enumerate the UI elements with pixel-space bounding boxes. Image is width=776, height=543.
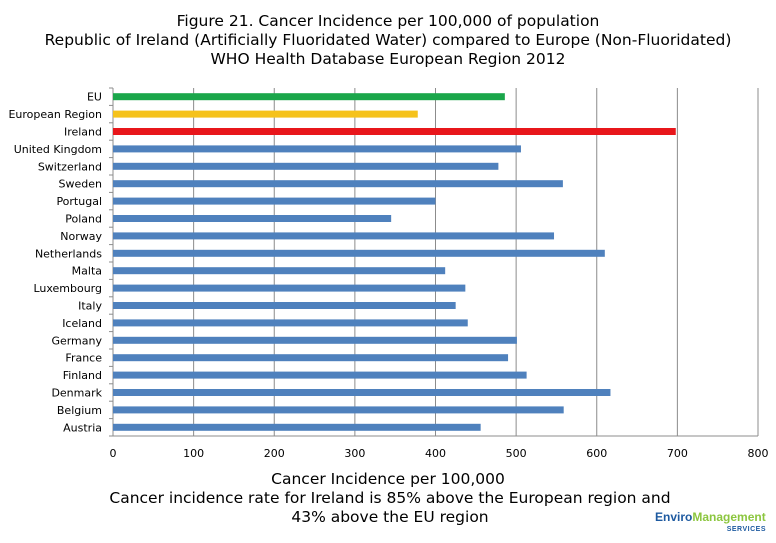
chart-title: Figure 21. Cancer Incidence per 100,000 … (0, 12, 776, 69)
logo-part-2: Management (692, 510, 766, 524)
bar-malta (113, 267, 446, 275)
category-label: Poland (65, 213, 102, 226)
x-tick-label: 100 (183, 447, 204, 460)
logo-sub: SERVICES (726, 526, 766, 533)
caption-line-2: 43% above the EU region (291, 508, 489, 526)
bar-norway (113, 232, 555, 240)
category-label: Netherlands (35, 247, 102, 260)
category-label: Malta (72, 265, 102, 278)
bar-netherlands (113, 249, 605, 257)
category-label: Luxembourg (33, 282, 102, 295)
bar-portugal (113, 197, 436, 205)
bar-finland (113, 371, 527, 379)
bar-eu (113, 93, 505, 101)
x-tick-label: 200 (264, 447, 285, 460)
bar-denmark (113, 389, 611, 396)
x-tick-label: 0 (110, 447, 117, 460)
category-label: Switzerland (38, 160, 102, 173)
category-label: Germany (51, 334, 102, 347)
bar-ireland (113, 128, 676, 135)
category-label: Iceland (62, 317, 102, 330)
title-line-1: Figure 21. Cancer Incidence per 100,000 … (176, 12, 600, 30)
bar-european-region (113, 110, 418, 118)
category-label: Belgium (57, 404, 102, 417)
logo-wordmark: EnviroManagement (655, 510, 766, 524)
bar-united-kingdom (113, 145, 521, 153)
x-axis-label: Cancer Incidence per 100,000 (271, 470, 505, 488)
bar-poland (113, 215, 392, 222)
category-label: European Region (8, 108, 102, 121)
category-label: Italy (78, 300, 102, 313)
category-label: France (65, 352, 102, 365)
category-label: Norway (60, 230, 102, 243)
bar-belgium (113, 406, 564, 414)
category-label: Ireland (64, 126, 102, 139)
category-label: Sweden (59, 178, 102, 191)
category-label: United Kingdom (14, 143, 102, 156)
category-label: EU (87, 91, 102, 104)
caption: Cancer incidence rate for Ireland is 85%… (90, 489, 690, 527)
x-tick-label: 800 (748, 447, 769, 460)
bar-italy (113, 302, 456, 309)
title-line-2: Republic of Ireland (Artificially Fluori… (44, 31, 732, 49)
category-label: Austria (63, 421, 102, 434)
bar-iceland (113, 319, 468, 327)
enviro-management-logo: EnviroManagement SERVICES (655, 510, 770, 540)
x-tick-label: 500 (506, 447, 527, 460)
bar-austria (113, 423, 481, 431)
bar-sweden (113, 180, 563, 188)
bar-chart: 0 100 200 300 400 500 600 700 800 EU European Regi… (8, 87, 769, 460)
caption-line-1: Cancer incidence rate for Ireland is 85%… (109, 489, 671, 507)
bar-switzerland (113, 162, 499, 170)
bar-france (113, 354, 509, 362)
category-label: Portugal (56, 195, 102, 208)
logo-part-1: Enviro (655, 510, 693, 524)
bar-germany (113, 336, 517, 344)
title-line-3: WHO Health Database European Region 2012 (210, 50, 566, 68)
category-label: Finland (63, 369, 102, 382)
category-label: Denmark (51, 387, 102, 400)
x-tick-label: 300 (344, 447, 365, 460)
bar-luxembourg (113, 284, 466, 292)
x-tick-label: 600 (586, 447, 607, 460)
x-tick-label: 700 (667, 447, 688, 460)
x-tick-label: 400 (425, 447, 446, 460)
